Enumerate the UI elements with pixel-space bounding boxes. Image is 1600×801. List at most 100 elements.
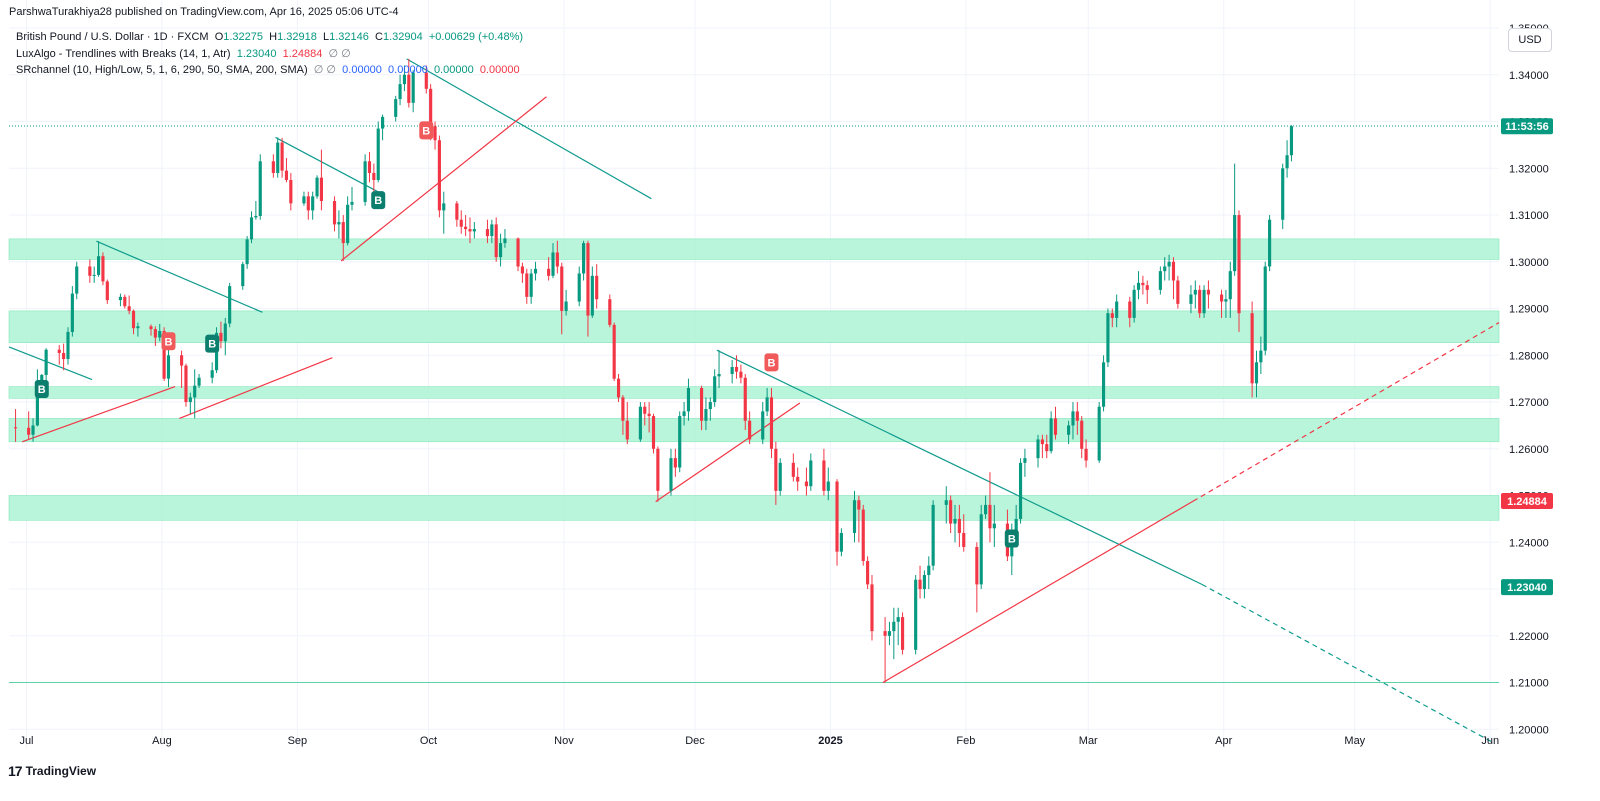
- candle-body: [1110, 313, 1114, 318]
- candle-body: [1097, 406, 1101, 461]
- candle-body: [118, 296, 122, 301]
- candle-body: [673, 458, 677, 468]
- candle-body: [105, 281, 109, 301]
- candle-body: [184, 365, 188, 403]
- trendline-resistance: [96, 240, 263, 313]
- candle-body: [547, 268, 551, 276]
- candle-body: [791, 462, 795, 477]
- indicator-name[interactable]: LuxAlgo - Trendlines with Breaks (14, 1,…: [16, 48, 231, 60]
- trendline-resistance: [1201, 583, 1495, 744]
- candle-body: [455, 203, 459, 220]
- candle-body: [276, 142, 280, 173]
- currency-button[interactable]: USD: [1508, 28, 1552, 52]
- candle-body: [149, 326, 153, 330]
- symbol-name[interactable]: British Pound / U.S. Dollar · 1D · FXCM: [16, 31, 209, 43]
- candle-body: [249, 217, 254, 240]
- candles: [13, 58, 1294, 683]
- break-marker-label: B: [38, 384, 46, 396]
- candle-body: [97, 256, 101, 275]
- candle-body: [332, 201, 337, 225]
- time-tick-label: Jun: [1481, 735, 1499, 747]
- candle-body: [1254, 362, 1259, 384]
- price-axis-label-text: 11:53:56: [1505, 121, 1548, 133]
- indicator-name[interactable]: SRchannel (10, High/Low, 5, 1, 6, 290, 5…: [16, 64, 308, 76]
- candle-body: [1045, 444, 1049, 452]
- candle-body: [494, 224, 498, 258]
- candle-body: [796, 476, 800, 482]
- candle-body: [839, 532, 843, 552]
- candle-body: [1176, 280, 1180, 304]
- candle-body: [1237, 215, 1241, 314]
- chart-grid: [9, 0, 1499, 748]
- candle-body: [612, 324, 616, 379]
- candle-body: [254, 215, 258, 218]
- candle-body: [162, 330, 166, 379]
- trendline-support: [21, 386, 176, 443]
- break-marker: B: [1004, 529, 1019, 548]
- candle-body: [564, 301, 568, 311]
- candle-body: [1281, 168, 1285, 220]
- time-tick-label: Mar: [1079, 735, 1098, 747]
- candle-body: [761, 411, 765, 440]
- candle-body: [31, 425, 35, 435]
- candle-body: [280, 142, 284, 171]
- candle-body: [88, 266, 92, 276]
- candle-body: [748, 420, 752, 440]
- break-marker: B: [764, 353, 779, 372]
- candle-body: [870, 584, 874, 632]
- tradingview-logo[interactable]: 17 TradingView: [8, 763, 96, 779]
- price-axis-label: 1.23040: [1501, 579, 1553, 596]
- price-labels: 11:53:56 1.24884 1.23040: [1501, 118, 1553, 596]
- candle-body: [271, 161, 275, 173]
- trendline-resistance: [406, 58, 652, 200]
- candle-body: [472, 229, 476, 232]
- price-axis-label: 1.24884: [1501, 492, 1553, 509]
- candle-body: [1158, 271, 1162, 290]
- candle-body: [822, 460, 826, 491]
- candle-body: [529, 273, 533, 297]
- candle-body: [424, 72, 428, 89]
- candle-body: [1145, 285, 1149, 290]
- candle-body: [704, 409, 708, 421]
- candle-body: [988, 504, 992, 529]
- time-tick-label: May: [1344, 735, 1365, 747]
- candle-body: [1167, 261, 1171, 267]
- candle-body: [1132, 289, 1136, 318]
- candle-body: [621, 397, 625, 421]
- price-axis-label-bg: [1501, 492, 1553, 509]
- low-value: 1.32146: [329, 31, 369, 43]
- high-label: H: [269, 31, 278, 43]
- candle-body: [1233, 215, 1237, 272]
- candle-body: [394, 99, 398, 117]
- candle-body: [616, 378, 621, 398]
- candle-body: [1128, 301, 1132, 318]
- candle-body: [743, 377, 747, 421]
- close-label: C: [375, 31, 383, 43]
- candle-body: [804, 481, 809, 487]
- candle-body: [1036, 439, 1040, 459]
- candle-body: [1084, 448, 1088, 461]
- candle-body: [953, 518, 957, 524]
- candle-body: [341, 222, 345, 244]
- candle-body: [900, 617, 905, 650]
- candle-body: [407, 74, 411, 103]
- candle-body: [136, 326, 140, 329]
- sr-zones: [8, 125, 1500, 684]
- tradingview-logo-icon: 17: [8, 763, 23, 779]
- symbol-legend: British Pound / U.S. Dollar · 1D · FXCM …: [16, 31, 523, 43]
- candle-body: [1023, 458, 1027, 463]
- price-tick-label: 1.26000: [1509, 444, 1549, 456]
- candle-body: [586, 243, 590, 316]
- candle-body: [398, 84, 402, 100]
- indicator-legend-srchannel: SRchannel (10, High/Low, 5, 1, 6, 290, 5…: [16, 63, 520, 76]
- indicator-value-2: 0.00000: [388, 64, 428, 76]
- candle-body: [503, 238, 507, 244]
- candle-body: [516, 238, 520, 267]
- indicator-tail: ∅ ∅: [328, 48, 351, 60]
- sr-zone: [8, 238, 1500, 260]
- indicator-tail: ∅ ∅: [313, 64, 337, 76]
- candle-body: [1080, 420, 1084, 449]
- candle-body: [131, 310, 136, 329]
- candle-body: [346, 204, 350, 244]
